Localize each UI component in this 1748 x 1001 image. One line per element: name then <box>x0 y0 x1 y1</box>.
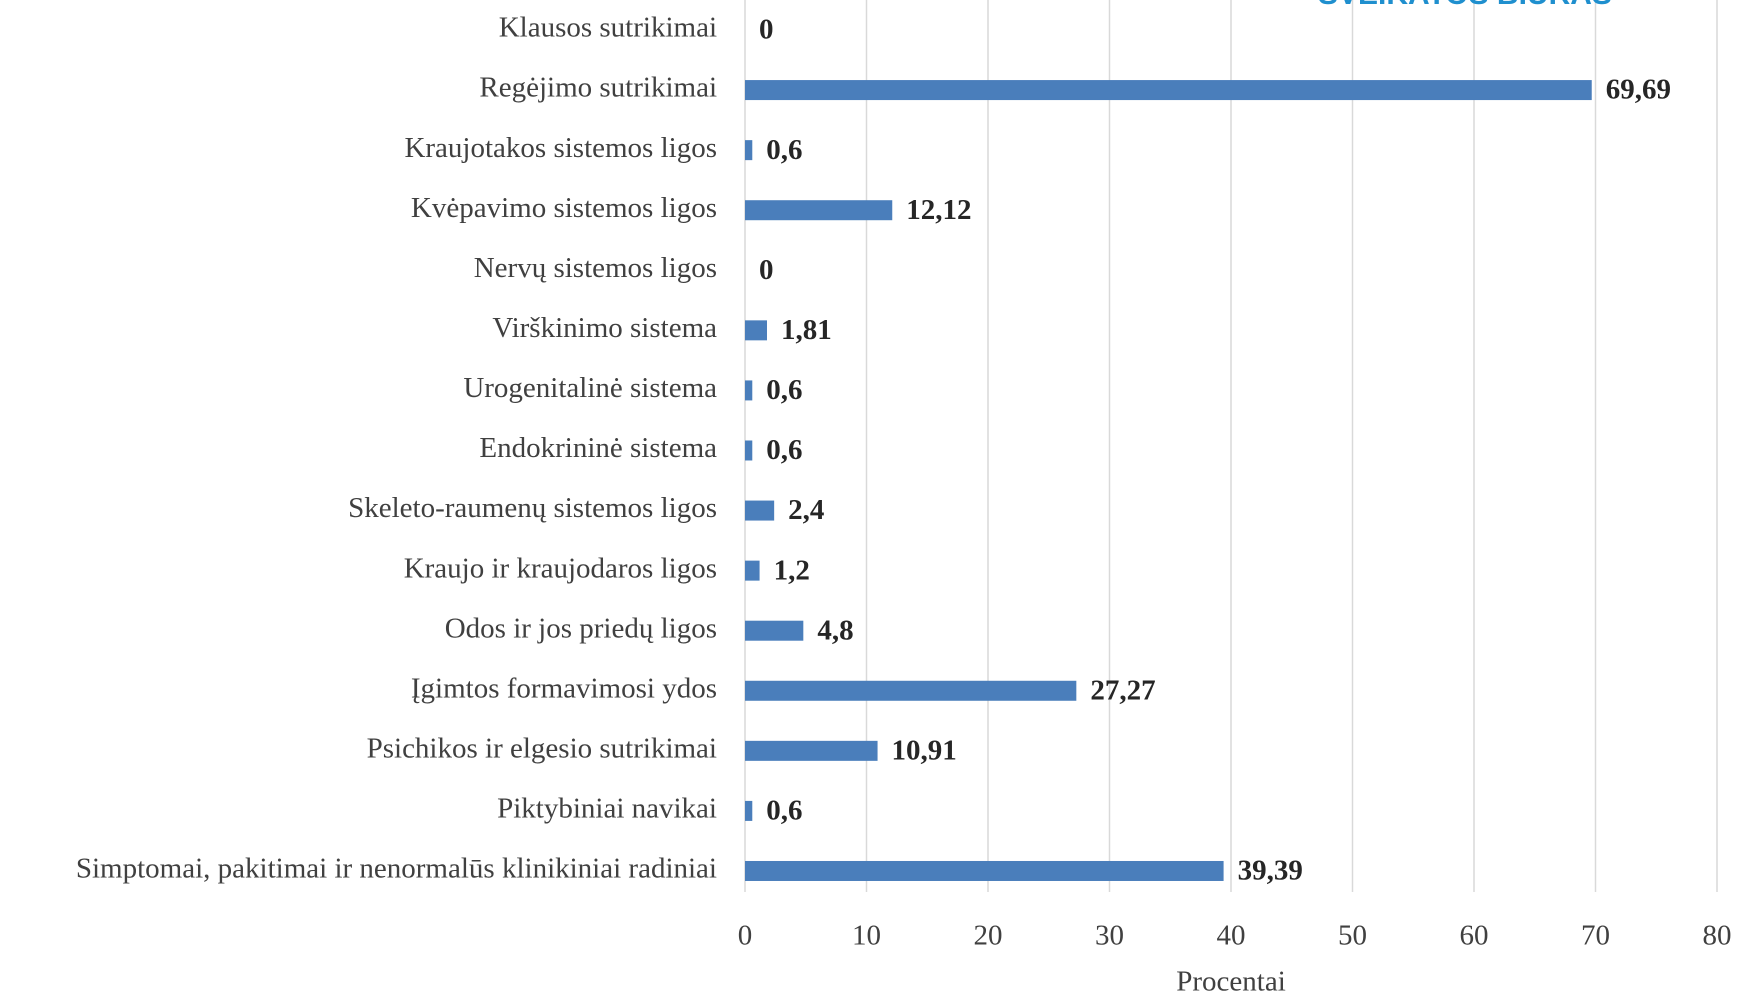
y-tick-label: Nervų sistemos ligos <box>474 252 717 284</box>
x-tick-label: 20 <box>974 920 1003 952</box>
value-label: 2,4 <box>788 494 824 526</box>
bar <box>745 800 753 821</box>
value-label: 1,81 <box>781 314 832 346</box>
x-tick-label: 30 <box>1095 920 1124 952</box>
value-label: 10,91 <box>892 734 957 766</box>
bar <box>745 140 753 161</box>
y-tick-label: Simptomai, pakitimai ir nenormalūs klini… <box>76 853 717 885</box>
bar <box>745 620 804 641</box>
y-tick-label: Įgimtos formavimosi ydos <box>411 672 717 704</box>
y-tick-label: Kraujo ir kraujodaros ligos <box>404 552 717 584</box>
value-label: 0,6 <box>766 795 802 827</box>
bar <box>745 440 753 461</box>
y-tick-label: Virškinimo sistema <box>492 312 717 344</box>
x-tick-label: 0 <box>738 920 753 952</box>
y-tick-label: Skeleto-raumenų sistemos ligos <box>348 492 717 524</box>
x-tick-label: 40 <box>1217 920 1246 952</box>
value-label: 1,2 <box>774 554 810 586</box>
logo-text: SVEIKATOS BIURAS <box>1318 0 1612 11</box>
bar <box>745 320 767 341</box>
value-label: 4,8 <box>817 614 853 646</box>
x-tick-label: 60 <box>1460 920 1489 952</box>
value-label: 27,27 <box>1090 674 1155 706</box>
value-label: 39,39 <box>1238 855 1303 887</box>
value-label: 69,69 <box>1606 74 1671 106</box>
value-label: 0 <box>759 14 774 46</box>
value-label: 12,12 <box>906 194 971 226</box>
y-tick-label: Piktybiniai navikai <box>497 793 717 825</box>
y-tick-label: Klausos sutrikimai <box>499 12 717 44</box>
x-tick-label: 70 <box>1581 920 1610 952</box>
y-tick-label: Kvėpavimo sistemos ligos <box>411 192 717 224</box>
bar <box>745 380 753 401</box>
y-tick-label: Kraujotakos sistemos ligos <box>404 132 717 164</box>
x-axis-title: Procentai <box>1176 966 1286 998</box>
y-tick-label: Endokrininė sistema <box>479 432 717 464</box>
y-tick-label: Urogenitalinė sistema <box>463 372 717 404</box>
bar <box>745 740 878 761</box>
y-tick-label: Regėjimo sutrikimai <box>479 72 717 104</box>
x-tick-label: 10 <box>852 920 881 952</box>
value-label: 0,6 <box>766 134 802 166</box>
value-label: 0,6 <box>766 434 802 466</box>
bar <box>745 80 1592 101</box>
bar <box>745 560 760 581</box>
bar <box>745 200 893 221</box>
value-label: 0 <box>759 254 774 286</box>
x-tick-label: 50 <box>1338 920 1367 952</box>
bar <box>745 500 775 521</box>
bar <box>745 680 1077 701</box>
y-tick-label: Odos ir jos priedų ligos <box>445 612 717 644</box>
x-tick-label: 80 <box>1703 920 1732 952</box>
value-label: 0,6 <box>766 374 802 406</box>
y-tick-label: Psichikos ir elgesio sutrikimai <box>367 732 717 764</box>
bar <box>745 860 1224 881</box>
